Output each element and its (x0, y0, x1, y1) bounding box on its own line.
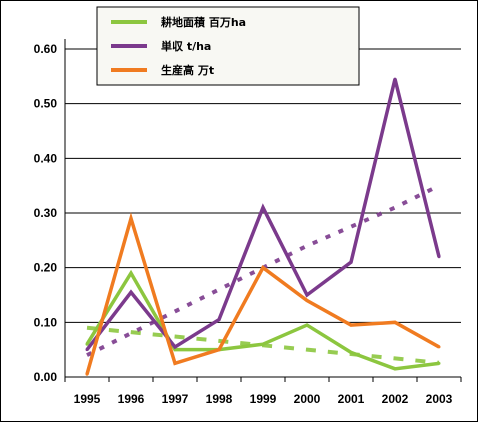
x-tick-label-2002: 2002 (382, 392, 409, 406)
data-point-2-2003 (437, 345, 441, 349)
data-point-0-1997 (173, 348, 177, 352)
data-point-2-1995 (85, 372, 89, 376)
x-tick-label-1996: 1996 (118, 392, 145, 406)
data-point-1-1998 (217, 318, 221, 322)
x-tick-label-1997: 1997 (162, 392, 189, 406)
data-point-1-2002 (393, 77, 397, 81)
data-point-2-1999 (261, 266, 265, 270)
axes (64, 39, 462, 382)
data-point-1-2000 (305, 293, 309, 297)
y-tick-label-6: 0.60 (34, 42, 58, 56)
data-point-1-1999 (261, 206, 265, 210)
data-point-1-2003 (437, 255, 441, 259)
x-tick-label-1998: 1998 (206, 392, 233, 406)
data-point-2-1996 (129, 216, 133, 220)
data-point-2-2001 (349, 323, 353, 327)
series-lines (85, 77, 441, 376)
data-point-0-1999 (261, 342, 265, 346)
x-tick-label-2001: 2001 (338, 392, 365, 406)
legend-label-0: 耕地面積 百万ha (161, 15, 246, 29)
y-tick-label-4: 0.40 (34, 151, 58, 165)
series-line-1 (85, 78, 441, 351)
data-point-2-2000 (305, 298, 309, 302)
y-tick-label-5: 0.50 (34, 97, 58, 111)
data-point-2-2002 (393, 320, 397, 324)
x-tick-label-1995: 1995 (74, 392, 101, 406)
legend-label-2: 生産高 万t (161, 63, 214, 77)
y-tick-label-2: 0.20 (34, 261, 58, 275)
data-point-0-2000 (305, 323, 309, 327)
data-point-2-1997 (173, 361, 177, 365)
y-tick-label-1: 0.10 (34, 315, 58, 329)
series-line-2 (85, 212, 440, 375)
data-point-0-2002 (393, 367, 397, 371)
x-tick-labels: 1995 1996 1997 1998 1999 2000 2001 2002 2003 (74, 392, 453, 406)
legend-label-1: 単収 t/ha (161, 39, 211, 53)
x-tick-label-2003: 2003 (426, 392, 453, 406)
y-tick-labels: 0.00 0.10 0.20 0.30 0.40 0.50 0.60 (34, 42, 58, 384)
data-point-0-1996 (129, 271, 133, 275)
y-tick-label-0: 0.00 (34, 370, 58, 384)
x-tick-label-2000: 2000 (294, 392, 321, 406)
data-point-1-1995 (85, 348, 89, 352)
y-tick-label-3: 0.30 (34, 206, 58, 220)
legend: 耕地面積 百万ha 単収 t/ha 生産高 万t (96, 6, 360, 86)
data-point-0-2001 (349, 350, 353, 354)
data-point-0-1995 (85, 342, 89, 346)
data-point-2-1998 (217, 348, 221, 352)
data-point-1-1996 (129, 290, 133, 294)
data-point-1-1997 (173, 345, 177, 349)
data-point-0-2003 (437, 361, 441, 365)
series-line-0 (85, 269, 440, 371)
x-tick-label-1999: 1999 (250, 392, 277, 406)
data-point-1-2001 (349, 260, 353, 264)
